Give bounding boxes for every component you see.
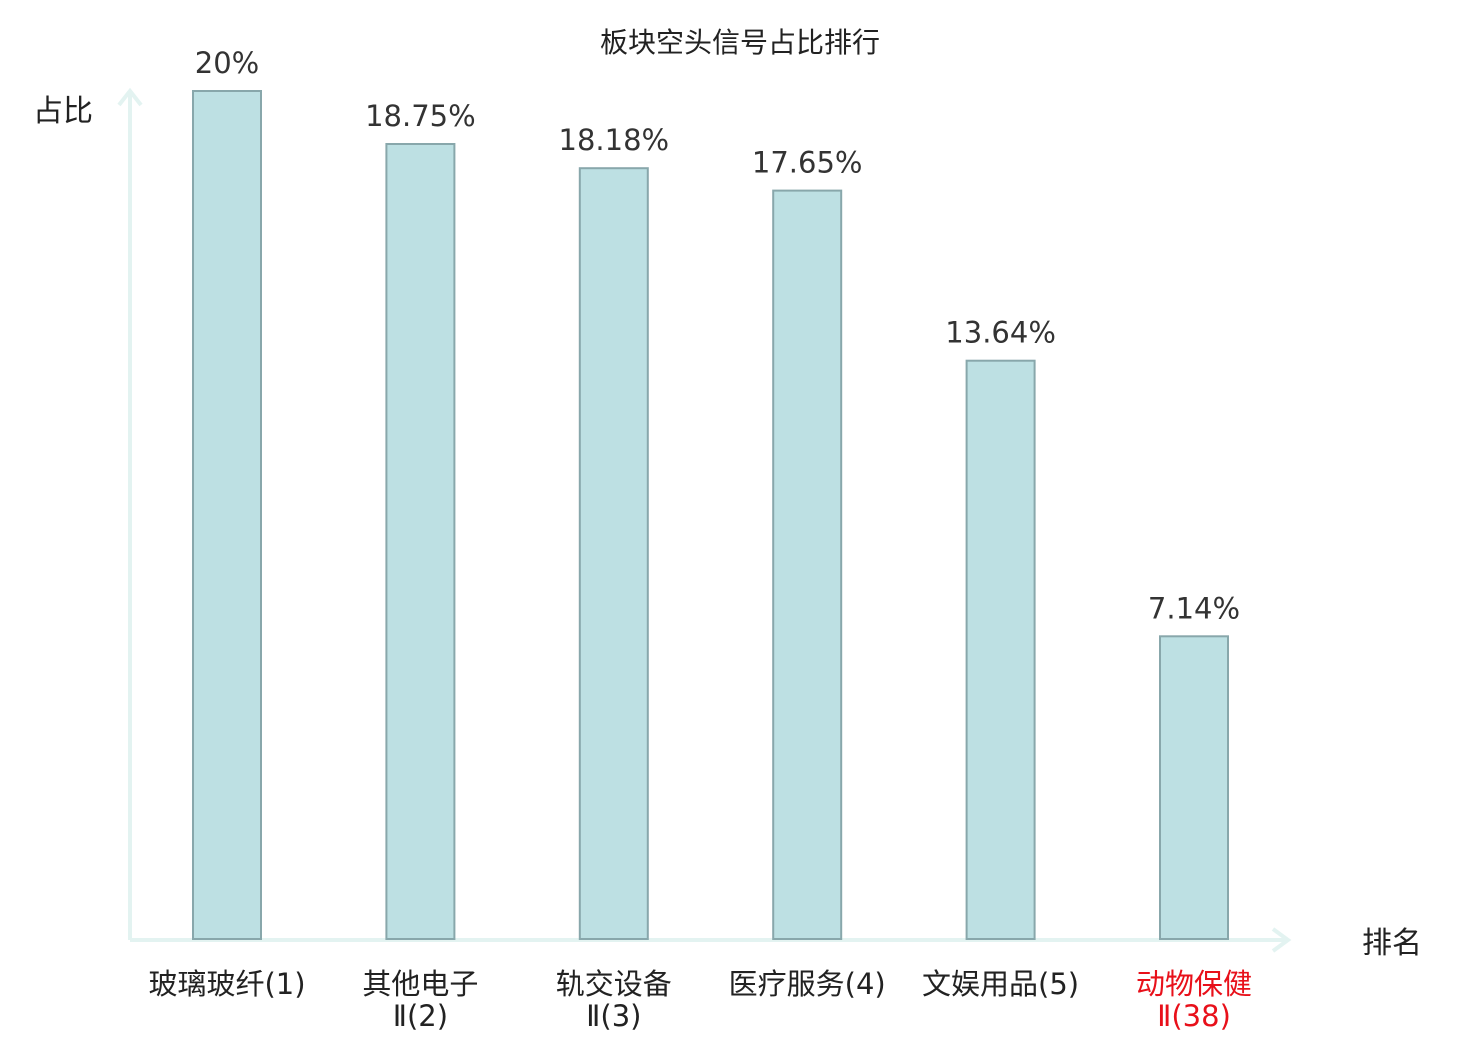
category-label: 动物保健: [1136, 967, 1252, 1001]
x-axis-label: 排名: [1362, 926, 1422, 961]
category-label: 文娱用品(5): [922, 967, 1079, 1001]
bar: [965, 359, 1036, 940]
x-axis-arrow: [1271, 927, 1292, 953]
bar: [772, 189, 843, 941]
category-label: Ⅱ(38): [1157, 999, 1231, 1033]
category-label: 轨交设备: [556, 967, 672, 1001]
chart-title: 板块空头信号占比排行: [600, 26, 880, 59]
bar-value-label: 17.65%: [752, 146, 863, 180]
bar-value-label: 18.75%: [365, 99, 476, 133]
bar: [192, 90, 262, 940]
bar: [578, 167, 649, 940]
axes: [117, 87, 1292, 953]
y-axis-arrow: [117, 87, 143, 107]
category-label: Ⅱ(3): [586, 999, 641, 1033]
bar-value-label: 18.18%: [559, 123, 670, 157]
bar-value-label: 13.64%: [945, 316, 1056, 350]
category-label: 玻璃玻纤(1): [148, 967, 305, 1001]
bar: [385, 143, 456, 940]
category-label: 其他电子: [362, 967, 478, 1001]
value-labels-group: 20% 18.75% 18.18% 17.65% 13.64% 7.14%: [195, 46, 1240, 625]
y-axis-label: 占比: [33, 94, 93, 129]
bar: [1159, 635, 1229, 940]
bar-value-label: 7.14%: [1148, 591, 1240, 625]
category-label: Ⅱ(2): [393, 999, 448, 1033]
category-label: 医疗服务(4): [729, 967, 886, 1001]
bars-group: [192, 90, 1229, 941]
bar-value-label: 20%: [195, 46, 259, 80]
